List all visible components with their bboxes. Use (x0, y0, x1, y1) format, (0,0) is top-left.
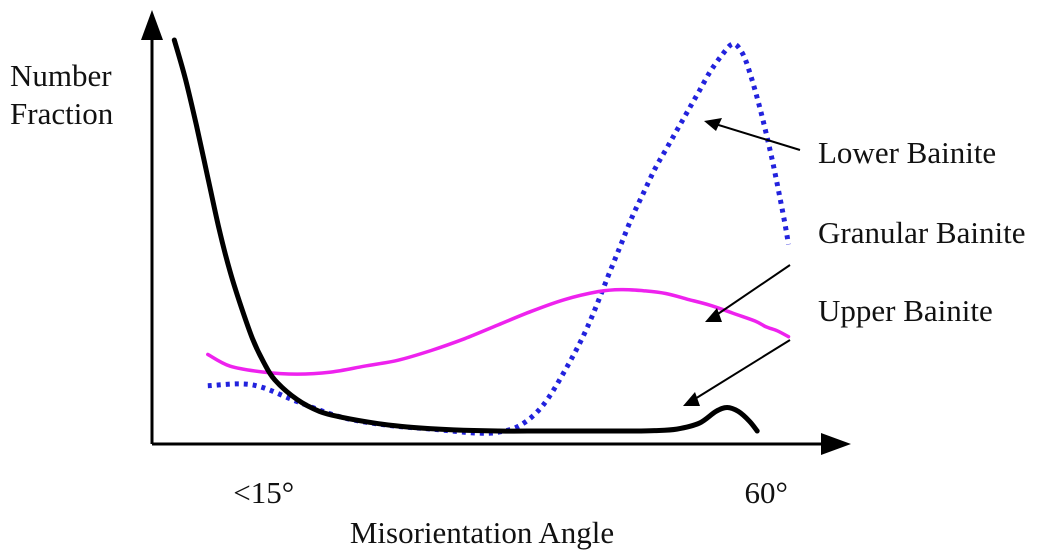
annotation-granular-bainite: Granular Bainite (818, 215, 1025, 250)
y-axis-label-line-2: Fraction (10, 96, 114, 131)
series-line-lower-bainite (207, 41, 791, 436)
y-axis-arrowhead (141, 10, 163, 40)
x-axis-arrowhead (821, 433, 851, 455)
annotation-arrow-upper-bainite (683, 339, 791, 406)
y-axis-label-line-1: Number (10, 58, 112, 93)
series-line-granular-bainite (206, 287, 791, 376)
series-line-upper-bainite (171, 37, 760, 434)
x-axis-label: Misorientation Angle (350, 515, 614, 550)
series-layer (171, 37, 791, 436)
annotation-upper-bainite: Upper Bainite (818, 293, 993, 328)
x-tick-label-15: <15° (233, 475, 294, 510)
annotation-lower-bainite: Lower Bainite (818, 135, 996, 170)
annotation-arrow-lower-bainite (704, 118, 801, 151)
annotation-arrow-granular-bainite (705, 264, 791, 322)
x-tick-label-60: 60° (744, 475, 787, 510)
